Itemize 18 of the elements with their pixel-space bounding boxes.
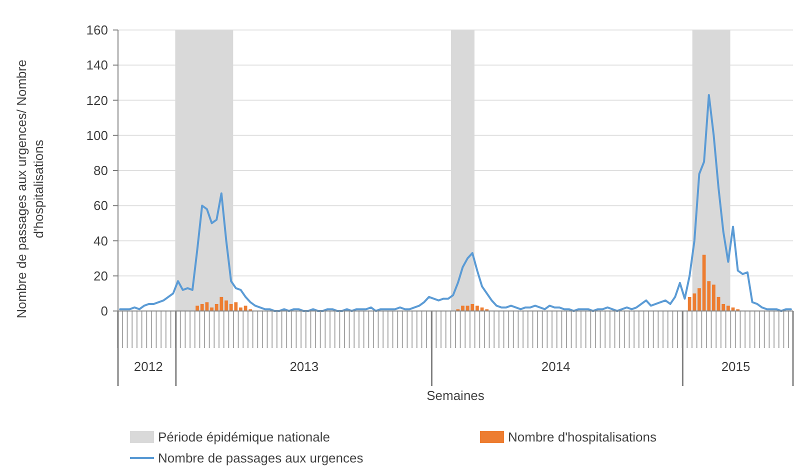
y-tick-label: 20 — [94, 268, 108, 284]
legend-label: Période épidémique nationale — [158, 430, 330, 445]
y-tick-label: 0 — [100, 304, 108, 319]
x-axis-title: Semaines — [426, 388, 485, 403]
y-tick-label: 40 — [94, 233, 108, 248]
y-tick-label: 120 — [86, 92, 108, 108]
x-tick-label: 2015 — [721, 359, 750, 374]
y-tick-label: 100 — [86, 128, 108, 143]
x-tick-label: 2012 — [134, 359, 163, 374]
x-tick-label: 2013 — [290, 359, 319, 374]
y-tick-label: 140 — [86, 58, 108, 73]
y-axis-title: Nombre de passages aux urgences/ Nombre d'hospitalisations — [14, 60, 46, 318]
legend-label: Nombre de passages aux urgences — [158, 450, 364, 466]
y-tick-label: 60 — [94, 198, 108, 214]
legend-label: Nombre d'hospitalisations — [508, 430, 657, 445]
x-tick-label: 2014 — [541, 359, 570, 374]
y-tick-label: 80 — [94, 163, 108, 178]
y-tick-label: 160 — [86, 22, 108, 38]
